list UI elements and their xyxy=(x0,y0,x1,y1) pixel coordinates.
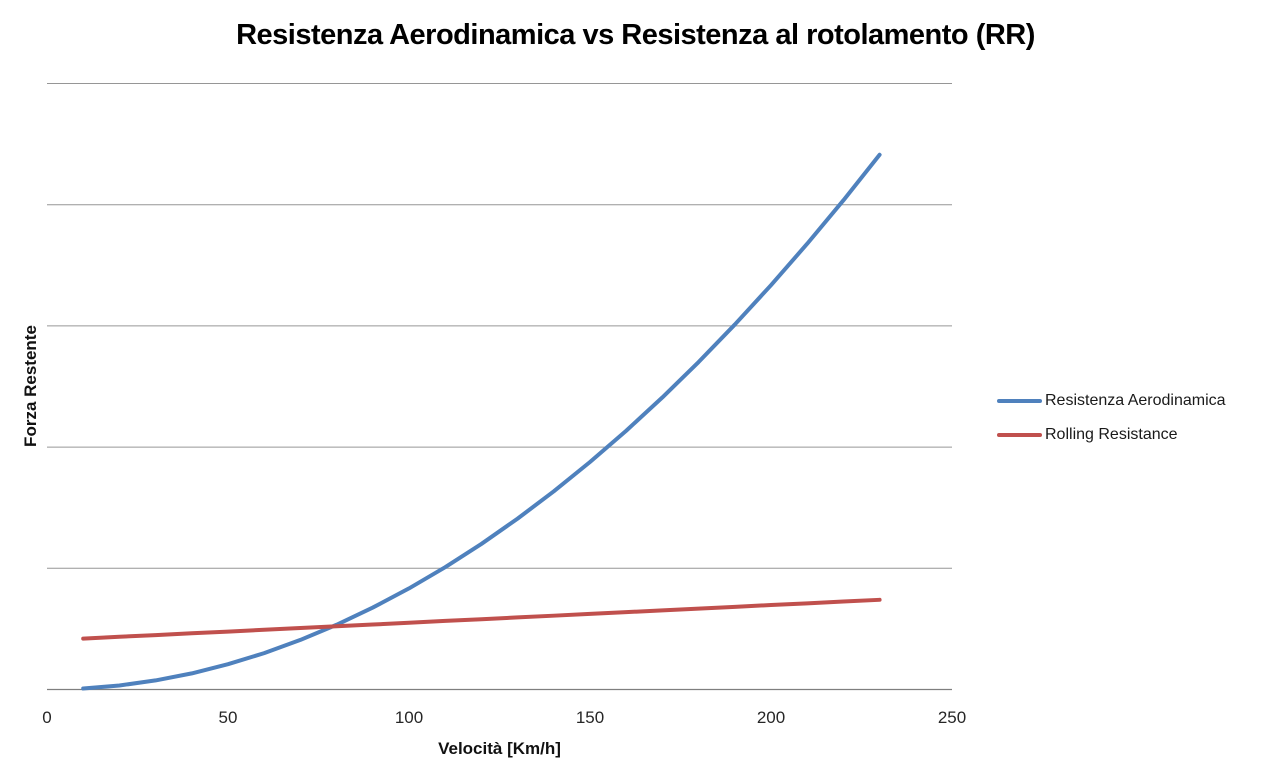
legend-label: Rolling Resistance xyxy=(1045,426,1178,443)
y-axis-title: Forza Restente xyxy=(21,325,40,447)
series-line xyxy=(81,597,882,641)
x-tick-label: 200 xyxy=(757,708,785,727)
x-tick-label: 100 xyxy=(395,708,423,727)
chart-title: Resistenza Aerodinamica vs Resistenza al… xyxy=(236,19,1035,51)
legend: Resistenza Aerodinamica Rolling Resistanc… xyxy=(997,392,1226,444)
legend-swatch-line xyxy=(997,399,1042,403)
legend-label: Resistenza Aerodinamica xyxy=(1045,392,1226,409)
x-tick-label: 150 xyxy=(576,708,604,727)
x-axis-title: Velocità [Km/h] xyxy=(438,739,561,758)
legend-swatch-line xyxy=(997,433,1042,437)
x-tick-label: 50 xyxy=(219,708,238,727)
series-line xyxy=(81,152,882,691)
x-tick-label: 250 xyxy=(938,708,966,727)
legend-item: Rolling Resistance xyxy=(997,426,1226,444)
x-tick-label: 0 xyxy=(42,708,51,727)
legend-item: Resistenza Aerodinamica xyxy=(997,392,1226,410)
